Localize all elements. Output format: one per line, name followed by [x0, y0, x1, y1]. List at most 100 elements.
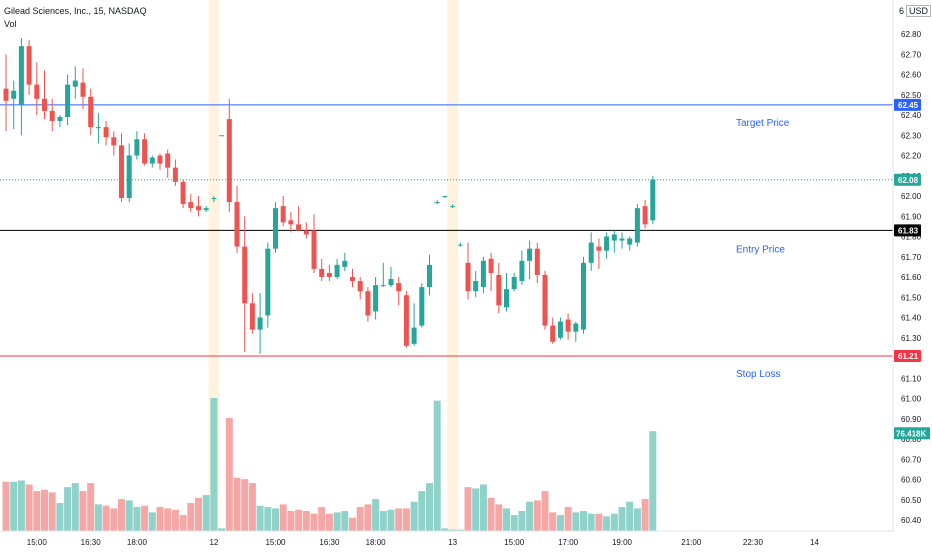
candle-body	[427, 264, 432, 288]
candle-body	[527, 248, 533, 261]
candle-body	[11, 90, 17, 99]
candle-body	[3, 88, 9, 101]
candle-body	[557, 321, 563, 338]
candle-body	[88, 96, 94, 128]
candle-body	[442, 196, 448, 197]
volume-bar	[410, 501, 418, 531]
candle-body	[280, 206, 286, 223]
volume-bar	[148, 512, 156, 531]
price-tick-label: 60.90	[901, 415, 922, 424]
candle-body	[550, 325, 556, 342]
level-price-tag: 61.21	[898, 352, 919, 361]
volume-bar	[572, 512, 580, 531]
volume-bar	[310, 513, 318, 531]
candle-body	[219, 135, 225, 137]
price-tick-label: 61.30	[901, 334, 922, 343]
volume-bar	[110, 508, 118, 531]
candle-body	[319, 268, 325, 277]
candle-body	[573, 323, 579, 332]
candle-body	[473, 281, 479, 292]
level-price-tag-bg	[894, 349, 921, 362]
candle-body	[642, 206, 648, 225]
volume-bar	[256, 505, 264, 531]
volume-bar	[202, 495, 210, 531]
candle-body	[334, 264, 340, 277]
volume-value-tag: 76.418K	[896, 429, 926, 438]
candle-body	[72, 80, 78, 87]
candle-body	[519, 260, 525, 282]
volume-bar	[533, 500, 541, 531]
volume-bar	[125, 500, 133, 531]
volume-bar	[487, 497, 495, 531]
candle-body	[403, 295, 409, 346]
volume-bar	[210, 398, 218, 531]
volume-bar	[225, 417, 233, 531]
candle-body	[411, 327, 417, 344]
price-tick-label: 62.00	[901, 192, 922, 201]
price-tick-label: 62.70	[901, 50, 922, 59]
candle-body	[326, 272, 332, 277]
volume-bar	[603, 516, 611, 531]
volume-bar	[156, 507, 164, 531]
candle-body	[650, 179, 656, 221]
volume-bar	[433, 400, 441, 531]
candle-body	[465, 262, 471, 292]
volume-bar	[264, 507, 272, 531]
currency-selector[interactable]: 6 USD	[899, 5, 932, 17]
candle-body	[388, 279, 394, 286]
candle-body	[288, 220, 294, 225]
candle-body	[588, 242, 594, 263]
volume-bar	[495, 504, 503, 531]
volume-bar	[218, 528, 226, 531]
volume-bar	[456, 529, 464, 531]
volume-value-tag-bg	[894, 427, 930, 440]
volume-bar	[325, 513, 333, 531]
candle-body	[565, 319, 571, 332]
currency-code[interactable]: USD	[906, 5, 932, 17]
candle-body	[273, 208, 278, 249]
chart-legend: Gilead Sciences, Inc., 15, NASDAQ Vol	[4, 5, 147, 31]
volume-bar	[187, 503, 195, 531]
currency-prefix: 6	[899, 6, 905, 16]
volume-bar	[171, 509, 179, 531]
candle-body	[357, 281, 363, 292]
price-tick-label: 62.60	[901, 71, 922, 80]
price-tick-label: 62.50	[901, 91, 922, 100]
volume-bar	[133, 507, 141, 531]
time-tick-label: 15:00	[27, 538, 48, 547]
candle-body	[611, 234, 617, 241]
candle-body	[627, 238, 633, 245]
volume-bar	[510, 515, 518, 531]
candle-body	[434, 202, 440, 204]
volume-bar	[179, 515, 187, 531]
volume-bar	[195, 497, 202, 531]
candle-body	[534, 248, 540, 275]
candle-body	[342, 260, 348, 267]
volume-bar	[464, 487, 472, 531]
candle-body	[303, 230, 309, 235]
volume-bar	[356, 507, 364, 531]
price-tick-label: 60.70	[901, 455, 922, 464]
volume-bar	[279, 504, 287, 531]
volume-bar	[164, 508, 172, 531]
price-tick-label: 61.80	[901, 233, 922, 242]
time-tick-label: 15:00	[265, 538, 286, 547]
price-tick-label: 61.00	[901, 395, 922, 404]
candle-body	[257, 317, 263, 330]
time-tick-label: 21:00	[681, 538, 702, 547]
time-tick-label: 19:00	[612, 538, 633, 547]
level-annotation-stop-loss: Stop Loss	[736, 369, 780, 380]
time-tick-label: 16:30	[319, 538, 340, 547]
volume-bar	[94, 504, 102, 531]
volume-bar	[556, 515, 564, 531]
time-tick-label: 15:00	[504, 538, 525, 547]
price-tick-label: 62.80	[901, 30, 922, 39]
level-annotation-target-price: Target Price	[736, 118, 790, 129]
price-tick-label: 61.10	[901, 374, 922, 383]
candle-body	[242, 246, 248, 304]
volume-bar	[610, 513, 618, 531]
volume-bar	[233, 477, 241, 531]
volume-bar	[426, 483, 433, 531]
